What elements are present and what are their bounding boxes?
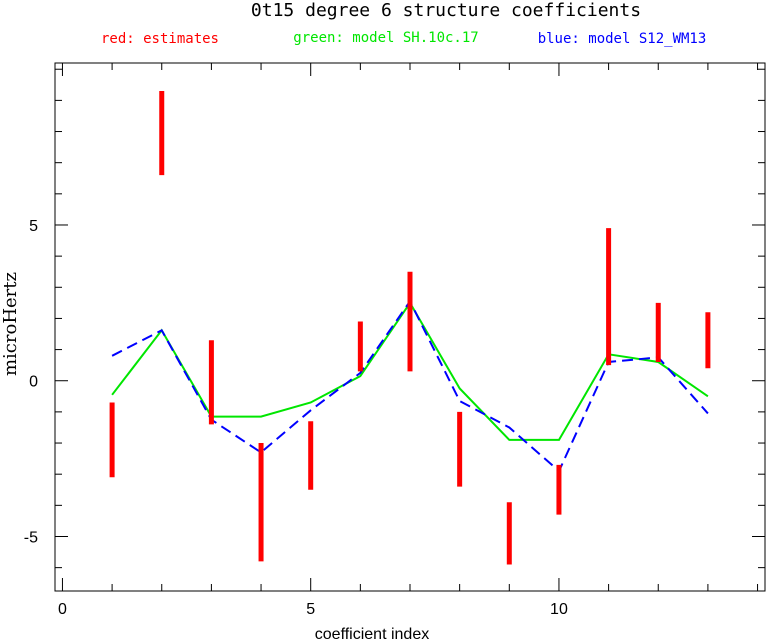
x-tick-label: 5 <box>306 601 315 618</box>
legend-model-s12: blue: model S12_WM13 <box>538 31 707 47</box>
y-tick-label: -5 <box>24 529 38 546</box>
x-axis-label: coefficient index <box>315 626 429 641</box>
axis-ticks: 0 5 10 -5 0 5 <box>24 63 765 618</box>
y-axis-label: microHertz <box>0 272 21 376</box>
estimates-layer <box>109 91 711 565</box>
legend-model-sh: green: model SH.10c.17 <box>293 30 478 46</box>
y-tick-label: 5 <box>29 218 38 235</box>
y-tick-label: 0 <box>29 374 38 391</box>
x-tick-label: 10 <box>550 601 568 618</box>
legend-estimates: red: estimates <box>101 31 219 47</box>
chart-title: 0t15 degree 6 structure coefficients <box>251 0 641 21</box>
x-tick-label: 0 <box>58 601 67 618</box>
